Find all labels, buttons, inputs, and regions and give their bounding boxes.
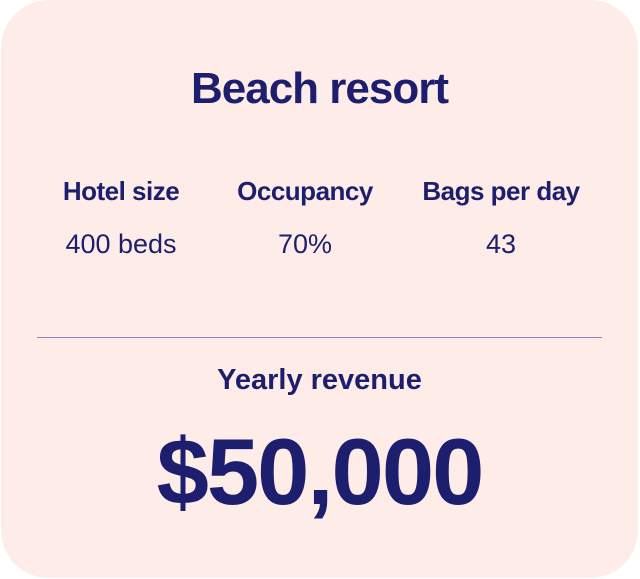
divider — [37, 337, 602, 338]
revenue-value: $50,000 — [156, 419, 485, 524]
stat-value: 70% — [277, 229, 333, 259]
stat-label: Bags per day — [422, 176, 580, 206]
revenue-label: Yearly revenue — [217, 364, 422, 396]
stat-label: Occupancy — [237, 176, 373, 206]
stat-hotel-size: Hotel size 400 beds — [21, 176, 221, 260]
stat-label: Hotel size — [62, 176, 180, 206]
stat-occupancy: Occupancy 70% — [205, 176, 405, 260]
stat-value: 43 — [485, 229, 517, 259]
card-title: Beach resort — [190, 64, 449, 113]
stat-bags-per-day: Bags per day 43 — [401, 176, 601, 260]
stat-value: 400 beds — [65, 229, 177, 259]
